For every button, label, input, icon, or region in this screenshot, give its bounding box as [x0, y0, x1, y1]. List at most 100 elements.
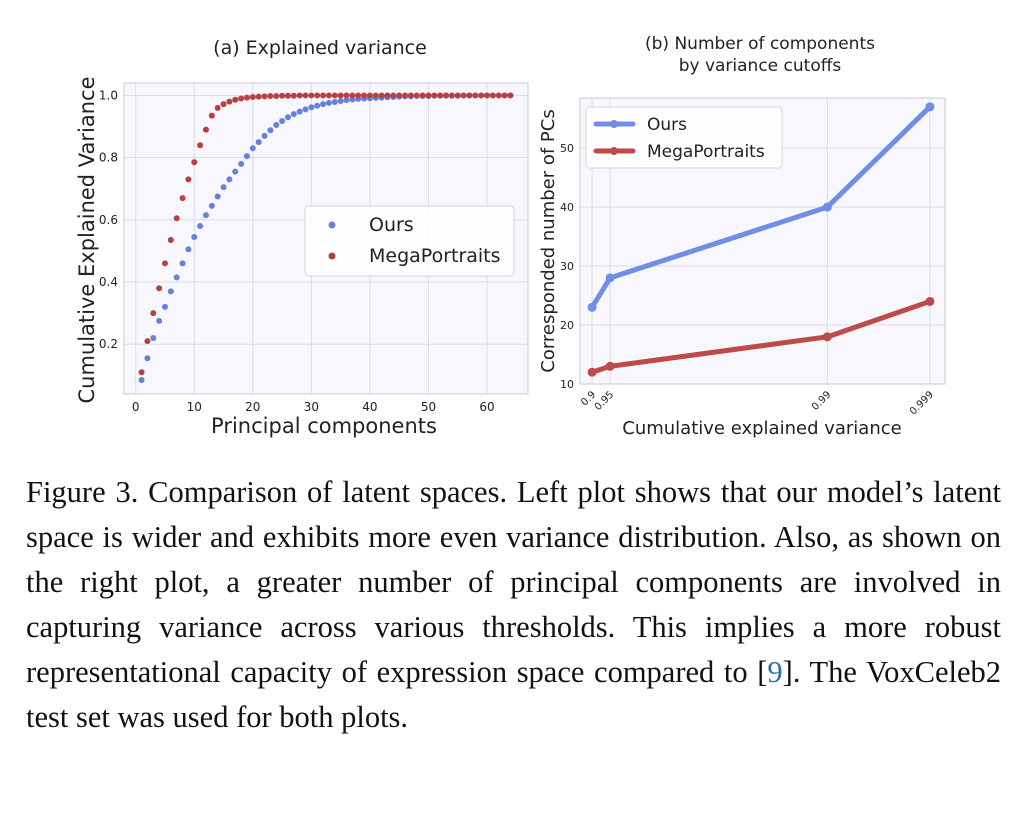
- figure-caption: Figure 3. Comparison of latent spaces. L…: [26, 470, 1001, 740]
- chart-b-legend-marker-megaportraits: [610, 147, 618, 155]
- chart-a-y-tick-label: 0.6: [99, 213, 118, 227]
- chart-b-ylabel: Corresponded number of PCs: [538, 109, 559, 372]
- chart-a-point-ours: [150, 335, 157, 342]
- chart-a-point-ours: [185, 246, 192, 253]
- chart-a-point-megaportraits: [173, 215, 180, 222]
- chart-a-point-megaportraits: [144, 338, 151, 345]
- chart-a-point-megaportraits: [489, 92, 496, 99]
- chart-a-point-megaportraits: [425, 92, 432, 99]
- chart-a-point-megaportraits: [355, 92, 362, 99]
- chart-a-point-ours: [173, 274, 180, 281]
- chart-a-legend-label-megaportraits: MegaPortraits: [369, 245, 501, 267]
- chart-b-lines: [587, 102, 935, 377]
- chart-a-point-ours: [325, 99, 332, 106]
- chart-a-point-ours: [161, 303, 168, 310]
- chart-a-point-ours: [214, 193, 221, 200]
- chart-a-point-ours: [302, 106, 309, 113]
- chart-a-point-megaportraits: [238, 95, 245, 102]
- chart-a-point-megaportraits: [279, 92, 286, 99]
- chart-b-point-ours: [587, 302, 597, 312]
- chart-a-point-ours: [138, 377, 145, 384]
- chart-a-point-megaportraits: [232, 96, 239, 103]
- chart-a-point-megaportraits: [197, 142, 204, 149]
- chart-b-point-megaportraits: [822, 332, 832, 342]
- chart-b-y-tick-label: 40: [560, 201, 574, 214]
- chart-a-point-ours: [273, 121, 280, 128]
- chart-a-point-megaportraits: [390, 92, 397, 99]
- figure: 0 10 20 30 40 50 60 0.2 0.4 0.6 0.8 1.0 (a) Explai…: [75, 34, 946, 439]
- chart-a-point-ours: [320, 101, 327, 108]
- chart-b-point-megaportraits: [587, 367, 597, 377]
- chart-a-point-megaportraits: [284, 92, 291, 99]
- chart-a-point-ours: [243, 153, 250, 160]
- chart-a-x-tick-label: 60: [479, 400, 494, 414]
- chart-a-point-megaportraits: [161, 260, 168, 267]
- chart-a-point-megaportraits: [495, 92, 502, 99]
- chart-a-point-ours: [156, 317, 163, 324]
- chart-a-point-megaportraits: [372, 92, 379, 99]
- chart-b-line-ours: [589, 104, 933, 310]
- chart-a-point-ours: [296, 108, 303, 115]
- chart-a-point-megaportraits: [296, 92, 303, 99]
- citation-link[interactable]: 9: [767, 655, 783, 689]
- chart-a-point-megaportraits: [343, 92, 350, 99]
- chart-a-point-ours: [249, 145, 256, 152]
- chart-a-point-megaportraits: [302, 92, 309, 99]
- chart-a-point-megaportraits: [384, 92, 391, 99]
- chart-a-point-megaportraits: [349, 92, 356, 99]
- chart-a-point-megaportraits: [484, 92, 491, 99]
- chart-a-point-megaportraits: [202, 126, 209, 133]
- chart-a-point-ours: [267, 127, 274, 134]
- chart-a-point-megaportraits: [249, 93, 256, 100]
- chart-a-point-ours: [226, 176, 233, 183]
- chart-b-title-line1: (b) Number of components: [645, 34, 875, 54]
- chart-b-point-ours: [822, 202, 832, 212]
- chart-a-point-megaportraits: [226, 98, 233, 105]
- chart-b-point-megaportraits: [605, 361, 615, 371]
- chart-b-y-tick-label: 30: [560, 260, 574, 273]
- chart-a-x-tick-label: 10: [187, 400, 202, 414]
- chart-a-point-megaportraits: [431, 92, 438, 99]
- chart-a-x-tick-label: 30: [304, 400, 319, 414]
- chart-b-xlabel: Cumulative explained variance: [622, 418, 901, 439]
- chart-b-y-tick-label: 20: [560, 319, 574, 332]
- chart-a-point-ours: [238, 160, 245, 167]
- chart-b-x-ticks: 0.90.95 0.99 0.999: [579, 389, 936, 417]
- chart-a-point-megaportraits: [138, 369, 145, 376]
- chart-a-point-megaportraits: [366, 92, 373, 99]
- chart-a-legend: Ours MegaPortraits: [304, 205, 515, 277]
- caption-text-end: ]. The VoxCeleb2 test set was used for b…: [26, 655, 1001, 734]
- chart-b-legend-box: [585, 106, 783, 169]
- chart-a-point-megaportraits: [179, 195, 186, 202]
- chart-a-x-tick-label: 20: [245, 400, 260, 414]
- chart-b-y-ticks: 10 20 30 40 50: [560, 142, 574, 391]
- chart-b-point-megaportraits: [925, 296, 935, 306]
- chart-a-point-megaportraits: [185, 176, 192, 183]
- chart-a-point-megaportraits: [290, 92, 297, 99]
- chart-a-point-ours: [144, 355, 151, 362]
- chart-a-points: [138, 92, 514, 384]
- chart-a-point-ours: [343, 97, 350, 104]
- chart-a-point-megaportraits: [167, 237, 174, 244]
- chart-b-legend-label-ours: Ours: [647, 115, 687, 135]
- chart-a-point-megaportraits: [220, 101, 227, 108]
- chart-a-y-tick-label: 1.0: [99, 88, 118, 102]
- chart-a-point-ours: [232, 168, 239, 175]
- chart-a-point-megaportraits: [308, 92, 315, 99]
- chart-a-point-megaportraits: [466, 92, 473, 99]
- chart-b-x-tick-label: 0.999: [908, 389, 936, 417]
- chart-a-point-megaportraits: [191, 159, 198, 166]
- chart-a-point-megaportraits: [150, 310, 157, 317]
- chart-a-point-megaportraits: [378, 92, 385, 99]
- chart-b-legend: Ours MegaPortraits: [585, 106, 783, 169]
- chart-a-point-megaportraits: [267, 93, 274, 100]
- chart-a-point-megaportraits: [413, 92, 420, 99]
- chart-a-point-megaportraits: [448, 92, 455, 99]
- chart-a-point-ours: [220, 184, 227, 191]
- chart-a-point-ours: [314, 102, 321, 109]
- chart-a-point-ours: [167, 288, 174, 295]
- chart-a-point-ours: [261, 132, 268, 139]
- chart-a-point-megaportraits: [208, 112, 215, 119]
- chart-b-legend-marker-ours: [610, 120, 618, 128]
- chart-a-point-ours: [255, 139, 262, 146]
